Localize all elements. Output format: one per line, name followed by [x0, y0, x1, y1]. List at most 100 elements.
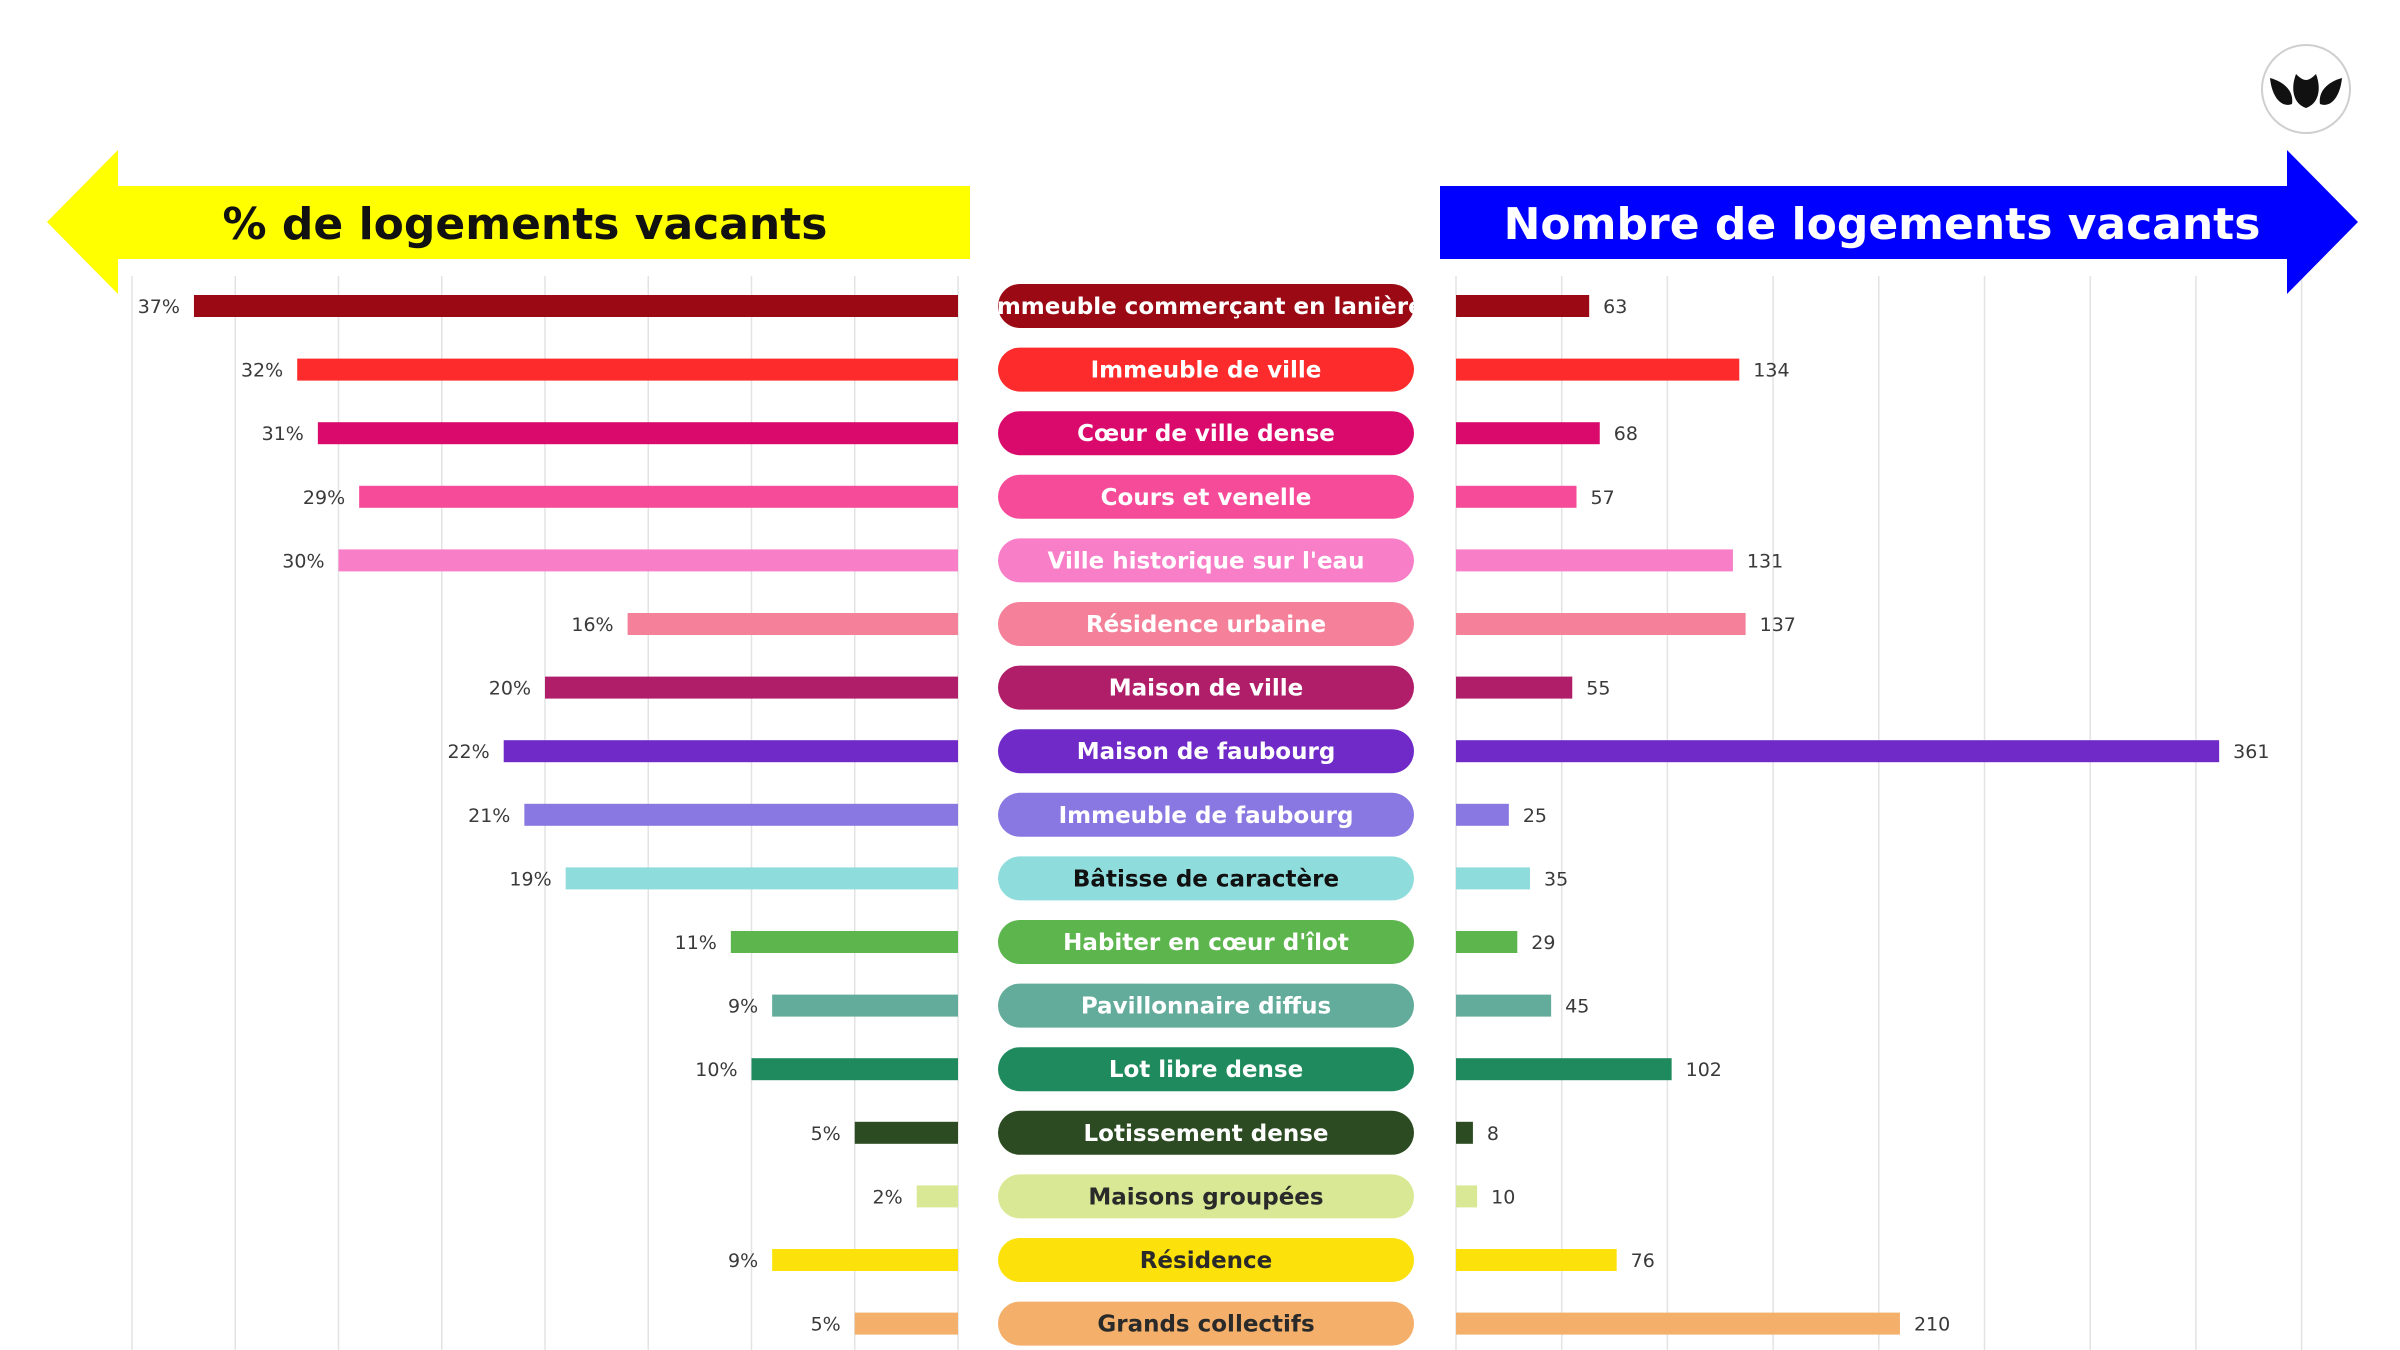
pct-bar [916, 1185, 958, 1208]
right-header: Nombre de logements vacants [1440, 150, 2358, 294]
left-header: % de logements vacants [47, 150, 970, 294]
count-value-label: 63 [1603, 296, 1627, 318]
count-bar [1456, 1121, 1473, 1144]
pct-bar [565, 867, 958, 890]
count-value-label: 10 [1491, 1186, 1515, 1208]
pct-value-label: 29% [303, 487, 345, 509]
category-label: Lot libre dense [1109, 1057, 1303, 1083]
pct-value-label: 5% [811, 1123, 841, 1145]
category-pill [998, 1174, 1414, 1219]
category-pill [998, 538, 1414, 583]
count-value-label: 29 [1531, 932, 1555, 954]
count-bar [1456, 803, 1509, 826]
category-label: Lotissement dense [1084, 1121, 1329, 1147]
category-label: Maison de ville [1109, 676, 1303, 702]
category-label: Cours et venelle [1101, 485, 1312, 511]
pct-value-label: 11% [675, 932, 717, 954]
count-value-label: 102 [1686, 1059, 1722, 1081]
count-bar [1456, 1185, 1478, 1208]
category-label: Pavillonnaire diffus [1081, 994, 1331, 1020]
count-bar [1456, 613, 1746, 635]
pct-bar [545, 676, 958, 699]
pct-value-label: 16% [571, 614, 613, 636]
right-gridlines [1455, 276, 2303, 1350]
pct-bar [772, 1249, 958, 1271]
category-pill [998, 284, 1414, 328]
pct-bar [751, 1058, 958, 1081]
pct-bar [772, 994, 958, 1017]
count-value-label: 210 [1914, 1314, 1950, 1336]
count-value-label: 35 [1544, 868, 1568, 890]
leaf-logo-icon [2261, 44, 2351, 134]
count-bar [1456, 931, 1518, 953]
category-pill [998, 1047, 1414, 1092]
count-bar [1456, 485, 1577, 508]
count-bar [1456, 1058, 1672, 1081]
pct-value-label: 9% [728, 1250, 758, 1272]
count-value-label: 8 [1487, 1123, 1499, 1145]
pct-value-label: 10% [695, 1059, 737, 1081]
count-value-label: 57 [1590, 487, 1614, 509]
left-bars: 37% 32% 31% 29% 30% 16% 20% 22% 21% 19% 11% 9% 10% 5%… [138, 295, 959, 1336]
count-value-label: 361 [2233, 741, 2269, 763]
count-bar [1456, 740, 2220, 763]
category-pill [998, 792, 1414, 837]
pct-value-label: 21% [468, 805, 510, 827]
pct-bar [854, 1312, 958, 1335]
pct-value-label: 22% [447, 741, 489, 763]
pct-bar [297, 358, 958, 381]
category-pill [998, 920, 1414, 964]
category-label: Immeuble de ville [1091, 358, 1322, 384]
count-value-label: 45 [1565, 996, 1589, 1018]
pct-value-label: 9% [728, 996, 758, 1018]
category-label: Maisons groupées [1088, 1184, 1323, 1210]
left-arrow-shape [47, 150, 970, 294]
count-bar [1456, 295, 1590, 317]
pct-bar [524, 803, 958, 826]
category-pill [998, 411, 1414, 456]
count-bar [1456, 1312, 1900, 1335]
category-pill [998, 347, 1414, 392]
category-pill [998, 983, 1414, 1028]
pct-bar [503, 740, 958, 763]
count-value-label: 68 [1614, 423, 1638, 445]
count-value-label: 134 [1753, 360, 1789, 382]
category-pill [998, 665, 1414, 710]
pct-value-label: 2% [873, 1186, 903, 1208]
category-label: Ville historique sur l'eau [1048, 548, 1365, 574]
pct-bar [193, 295, 958, 317]
count-value-label: 131 [1747, 550, 1783, 572]
pct-bar [317, 422, 959, 445]
category-pill [998, 1110, 1414, 1155]
count-bar [1456, 358, 1740, 381]
category-labels: Immeuble commerçant en lanière Immeuble d… [988, 284, 1424, 1346]
category-label: Immeuble commerçant en lanière [988, 294, 1423, 320]
pct-bar [854, 1121, 958, 1144]
category-pill [998, 474, 1414, 519]
right-arrow-shape [1440, 150, 2358, 294]
category-pill [998, 1238, 1414, 1282]
count-bar [1456, 549, 1733, 572]
category-pill [998, 729, 1414, 774]
pct-value-label: 37% [138, 296, 180, 318]
category-label: Résidence urbaine [1086, 612, 1326, 638]
category-pill [998, 602, 1414, 646]
category-pill [998, 1301, 1414, 1346]
pct-value-label: 20% [489, 678, 531, 700]
count-value-label: 55 [1586, 678, 1610, 700]
count-bar [1456, 422, 1600, 445]
pct-value-label: 19% [509, 868, 551, 890]
category-label: Grands collectifs [1097, 1312, 1314, 1338]
count-value-label: 76 [1631, 1250, 1655, 1272]
category-label: Habiter en cœur d'îlot [1063, 930, 1349, 956]
pct-value-label: 5% [811, 1314, 841, 1336]
count-bar [1456, 867, 1530, 890]
category-label: Résidence [1140, 1248, 1273, 1274]
count-bar [1456, 994, 1552, 1017]
count-bar [1456, 1249, 1617, 1271]
right-bars: 63 134 68 57 131 137 55 361 25 35 29 45 102 8 10 76 210 [1456, 295, 2269, 1336]
count-value-label: 25 [1523, 805, 1547, 827]
category-label: Immeuble de faubourg [1059, 803, 1354, 829]
pct-value-label: 30% [282, 550, 324, 572]
